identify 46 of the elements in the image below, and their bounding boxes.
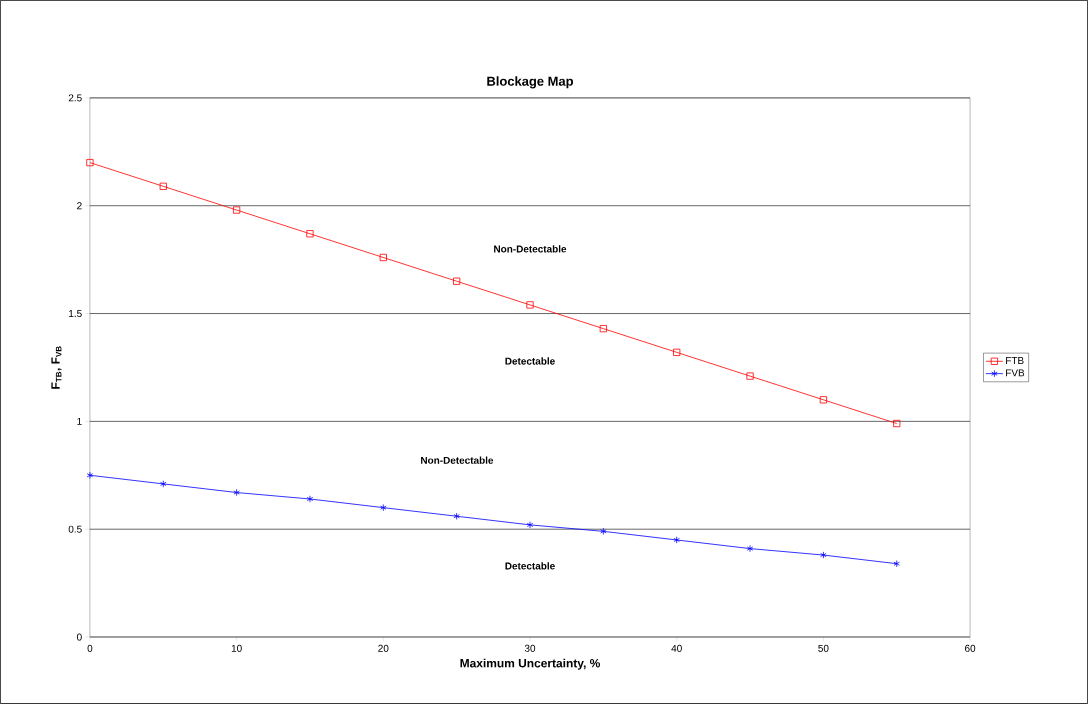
- point: [86, 159, 94, 167]
- x-tick-label: 0: [87, 644, 93, 652]
- y-axis-title: F$_{TB}$, F$_{VB}$: [51, 346, 62, 389]
- x-tick-label: 20: [378, 644, 389, 652]
- legend-label: FTB: [1006, 357, 1024, 364]
- point: [380, 504, 387, 512]
- point: [233, 206, 241, 214]
- point: [893, 419, 901, 428]
- y-tick-label: 1: [77, 417, 82, 425]
- point: [160, 480, 167, 488]
- x-tick-label: 60: [965, 644, 976, 652]
- annotation: Detectable: [505, 357, 555, 365]
- x-axis-title: Maximum Uncertainty, %: [460, 658, 600, 670]
- point: [526, 521, 534, 529]
- point: [746, 372, 754, 380]
- y-tick-label: 0: [77, 633, 82, 641]
- x-tick-label: 40: [671, 644, 682, 652]
- point: [526, 301, 534, 309]
- point: [599, 325, 607, 333]
- point: [746, 545, 754, 553]
- point: [673, 536, 680, 544]
- annotation: Non-Detectable: [421, 456, 494, 464]
- point: [893, 560, 900, 568]
- point: [306, 230, 314, 238]
- x-tick-label: 10: [231, 644, 242, 652]
- point: [819, 396, 827, 404]
- legend-label: FVB: [1006, 369, 1025, 377]
- point: [673, 348, 681, 356]
- chart-title: Blockage Map: [487, 76, 573, 89]
- point: [306, 495, 314, 503]
- annotation: Detectable: [505, 562, 555, 570]
- y-tick-label: 1.5: [69, 310, 82, 318]
- y-tick-label: 2: [77, 202, 82, 210]
- x-tick-label: 30: [524, 644, 536, 652]
- point: [379, 253, 387, 262]
- annotation: Non-Detectable: [494, 245, 567, 253]
- point: [453, 512, 460, 520]
- point: [820, 551, 827, 559]
- x-tick-label: 50: [818, 644, 829, 652]
- point: [86, 471, 94, 479]
- y-tick-label: 2.5: [68, 94, 82, 102]
- point: [159, 182, 167, 190]
- y-tick-label: 0.5: [68, 525, 82, 533]
- point: [453, 277, 461, 285]
- point: [600, 527, 607, 535]
- point: [233, 488, 240, 497]
